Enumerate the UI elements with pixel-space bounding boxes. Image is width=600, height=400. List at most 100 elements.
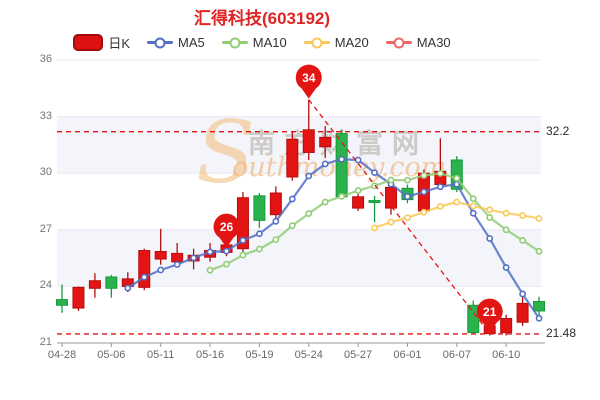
candle-06-14[interactable]: [533, 296, 546, 317]
marker-tail: [482, 322, 497, 333]
candle-06-08[interactable]: [467, 300, 480, 334]
candle-body: [154, 250, 167, 260]
candle-body: [286, 138, 299, 178]
trendline: [308, 99, 491, 334]
marker-tail: [219, 237, 234, 248]
ma10-point: [338, 193, 346, 200]
ma5-point: [173, 261, 181, 268]
ma5-point: [140, 273, 148, 281]
ma20-point: [387, 218, 395, 226]
ma10-point: [420, 172, 428, 179]
ma5-point: [502, 264, 510, 271]
legend-label: 日K: [108, 36, 131, 51]
candle-04-28[interactable]: [56, 284, 68, 313]
ma20-point: [469, 202, 477, 210]
y-axis-label: 36: [39, 53, 52, 65]
line-marker-icon: [311, 37, 323, 48]
legend-item-dayk[interactable]: 日K: [73, 33, 130, 52]
legend-label: MA5: [178, 35, 205, 50]
marker-21[interactable]: 21: [476, 298, 503, 333]
candle-body: [516, 302, 529, 323]
ma20-line: [374, 200, 540, 229]
ma5-point: [255, 230, 263, 238]
candle-05-10[interactable]: [138, 248, 151, 291]
candle-05-30[interactable]: [368, 195, 381, 223]
candle-body: [500, 317, 513, 334]
ma10-point: [272, 236, 280, 244]
ma20-point: [436, 203, 444, 210]
y-axis-label: 27: [39, 222, 52, 235]
candle-05-11[interactable]: [154, 228, 167, 265]
legend-item-ma20[interactable]: MA20: [303, 35, 369, 50]
candle-body: [253, 195, 266, 221]
y-axis-label: 33: [39, 109, 52, 122]
candle-body: [385, 186, 397, 209]
ma5-point: [305, 172, 313, 180]
candle-05-06[interactable]: [105, 275, 118, 298]
ma10-point: [288, 222, 296, 230]
candle-body: [450, 159, 463, 190]
plot-band: [57, 229, 541, 287]
y-axis-label: 30: [39, 166, 52, 179]
candle-05-20[interactable]: [269, 186, 282, 223]
candle-05-23[interactable]: [286, 131, 299, 181]
ma5-point: [124, 284, 132, 292]
candle-05-27[interactable]: [352, 193, 365, 211]
candle-06-13[interactable]: [516, 295, 529, 327]
ma10-point: [436, 169, 444, 177]
legend-item-ma10[interactable]: MA10: [221, 35, 287, 50]
candle-body: [269, 192, 282, 216]
marker-26[interactable]: 26: [213, 213, 240, 248]
ma5-point: [239, 236, 247, 244]
ma20-point: [371, 224, 378, 232]
legend-label: MA30: [416, 35, 451, 50]
ma5-point: [486, 235, 494, 242]
candle-body: [533, 300, 546, 312]
chart-legend: 日K MA5 MA10 MA20 MA30: [0, 33, 524, 52]
y-axis-label: 21: [39, 336, 52, 348]
candle-body: [302, 129, 315, 153]
marker-value: 26: [220, 220, 234, 234]
x-axis-label: 05-16: [195, 349, 225, 361]
candle-05-26[interactable]: [335, 129, 348, 200]
ma10-point: [502, 226, 510, 234]
candle-body: [319, 136, 332, 148]
candle-04-29[interactable]: [72, 286, 85, 311]
line-swatch-icon: [147, 37, 174, 48]
price-label-32.2: 32.2: [546, 123, 570, 138]
ma5-point: [190, 254, 197, 262]
candle-05-25[interactable]: [319, 126, 332, 159]
ma5-point: [404, 193, 411, 200]
ma10-point: [404, 176, 411, 184]
candle-body: [72, 286, 85, 309]
line-swatch-icon: [303, 37, 330, 48]
marker-34[interactable]: 34: [295, 64, 322, 99]
ma10-point: [305, 210, 313, 217]
watermark-logo-s: S: [196, 103, 255, 203]
x-axis-label: 06-01: [393, 349, 422, 361]
candle-06-10[interactable]: [500, 314, 513, 336]
ma10-point: [239, 251, 247, 259]
ma10-point: [255, 245, 263, 253]
ma5-point: [206, 248, 214, 256]
candle-body: [138, 250, 151, 288]
candle-05-19[interactable]: [253, 193, 266, 228]
x-axis-label: 06-10: [492, 349, 521, 361]
x-axis-label: 05-06: [97, 349, 126, 361]
line-swatch-icon: [385, 37, 412, 48]
watermark-cn: 南方财富网: [248, 128, 428, 159]
legend-label: MA20: [334, 35, 369, 50]
y-axis-label: 24: [39, 279, 52, 292]
legend-item-ma30[interactable]: MA30: [385, 35, 451, 50]
ma10-point: [206, 266, 214, 274]
candle-body: [88, 280, 101, 289]
legend-item-ma5[interactable]: MA5: [147, 35, 205, 50]
ma5-point: [469, 209, 477, 217]
candle-body: [352, 196, 365, 209]
ma10-point: [535, 247, 543, 255]
candle-05-05[interactable]: [88, 273, 101, 298]
ma5-point: [535, 314, 543, 322]
candle-05-24[interactable]: [302, 99, 315, 160]
x-axis-label: 05-11: [147, 349, 175, 361]
candle-body: [171, 252, 184, 263]
